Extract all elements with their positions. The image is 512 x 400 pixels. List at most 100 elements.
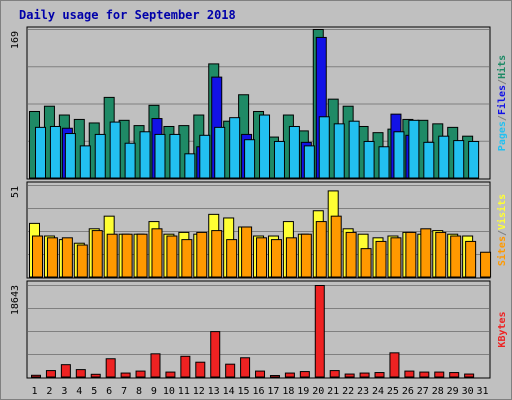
bar-pages-day-16 [259, 114, 271, 179]
x-tick-label-day-22: 22 [342, 386, 354, 397]
bar-sites-day-15 [241, 226, 253, 278]
bar-sites-day-13 [211, 230, 223, 278]
bar-sites-day-1 [32, 235, 43, 278]
bar-pages-day-26 [408, 119, 420, 179]
bar-pages-day-28 [438, 135, 450, 179]
x-tick-label-day-17: 17 [267, 386, 279, 397]
panel-kbytes [26, 280, 491, 379]
bar-kbytes-day-10 [165, 371, 176, 378]
x-tick-label-day-2: 2 [46, 386, 52, 397]
bar-sites-day-14 [226, 239, 238, 278]
x-tick-label-day-3: 3 [61, 386, 67, 397]
bar-sites-day-28 [435, 231, 447, 278]
bar-sites-day-26 [405, 231, 417, 278]
bar-kbytes-day-7 [120, 372, 131, 378]
bar-kbytes-day-29 [449, 372, 460, 378]
x-tick-label-day-26: 26 [402, 386, 414, 397]
bar-pages-day-17 [273, 140, 285, 179]
bar-pages-day-10 [169, 133, 181, 179]
chart-title: Daily usage for September 2018 [19, 8, 236, 22]
bar-pages-day-13 [214, 126, 226, 179]
bar-kbytes-day-9 [150, 353, 161, 378]
bar-kbytes-day-12 [195, 361, 206, 378]
legend-files: Files [496, 85, 508, 115]
bar-sites-day-25 [390, 237, 402, 278]
x-tick-label-day-6: 6 [106, 386, 112, 397]
x-tick-label-day-7: 7 [121, 386, 127, 397]
bar-sites-day-2 [46, 237, 58, 278]
bar-kbytes-day-30 [464, 373, 475, 378]
bar-pages-day-8 [139, 131, 151, 179]
legend-kbytes: KBytes [497, 311, 508, 347]
bar-sites-day-12 [196, 231, 208, 278]
bar-pages-day-4 [79, 145, 91, 179]
bar-pages-day-14 [229, 117, 241, 179]
bar-kbytes-day-14 [225, 363, 236, 378]
x-tick-label-day-16: 16 [252, 386, 264, 397]
x-tick-label-day-10: 10 [163, 386, 175, 397]
bar-pages-day-22 [348, 120, 360, 179]
bar-sites-day-29 [450, 235, 462, 278]
bar-pages-day-18 [288, 125, 300, 179]
bar-sites-day-11 [181, 239, 193, 278]
bar-kbytes-day-24 [374, 372, 385, 378]
bar-kbytes-day-15 [240, 357, 251, 378]
bar-pages-day-11 [184, 153, 196, 179]
bar-sites-day-6 [106, 233, 118, 278]
bar-sites-day-23 [360, 248, 372, 278]
bar-kbytes-day-4 [75, 369, 86, 378]
x-tick-label-day-24: 24 [372, 386, 384, 397]
x-tick-label-day-12: 12 [193, 386, 205, 397]
x-tick-label-day-29: 29 [447, 386, 459, 397]
x-tick-label-day-1: 1 [31, 386, 37, 397]
bar-kbytes-day-22 [344, 373, 355, 378]
bar-kbytes-day-2 [45, 370, 56, 378]
legend-hits: Hits [496, 55, 508, 79]
x-tick-label-day-11: 11 [178, 386, 190, 397]
y-max-label-sites-visits: 51 [10, 186, 21, 198]
bar-pages-day-29 [453, 140, 465, 179]
x-tick-label-day-27: 27 [417, 386, 429, 397]
bar-kbytes-day-17 [269, 375, 280, 378]
bar-kbytes-day-11 [180, 355, 191, 378]
x-tick-label-day-5: 5 [91, 386, 97, 397]
x-tick-label-day-19: 19 [297, 386, 309, 397]
bar-pages-day-2 [49, 125, 61, 179]
bar-pages-day-5 [94, 133, 106, 179]
bar-sites-day-10 [166, 235, 178, 278]
legend-sites-visits: Sites/Visits [496, 194, 508, 266]
bar-pages-day-25 [393, 131, 405, 179]
bar-kbytes-day-20 [314, 285, 325, 378]
bar-pages-day-15 [244, 139, 256, 179]
bar-pages-day-7 [124, 142, 136, 179]
bar-kbytes-day-21 [329, 370, 340, 378]
x-tick-label-day-28: 28 [432, 386, 444, 397]
bar-sites-day-7 [121, 233, 133, 278]
x-tick-label-day-8: 8 [136, 386, 142, 397]
bar-sites-day-18 [285, 237, 297, 278]
legend-separator: / [497, 115, 508, 121]
x-tick-label-day-9: 9 [151, 386, 157, 397]
bar-sites-day-17 [270, 239, 282, 278]
bar-pages-day-19 [303, 145, 315, 179]
bar-sites-day-19 [300, 233, 312, 278]
bar-kbytes-day-18 [284, 372, 295, 378]
x-tick-label-day-31: 31 [477, 386, 489, 397]
bar-sites-day-27 [420, 228, 432, 278]
legend-separator: / [497, 79, 508, 85]
bar-pages-day-24 [378, 146, 390, 179]
bar-kbytes-day-25 [389, 352, 400, 378]
bar-kbytes-day-3 [60, 364, 71, 378]
bar-kbytes-day-26 [404, 370, 415, 378]
legend-hits-files-pages: Pages/Files/Hits [496, 55, 508, 151]
bar-pages-day-27 [423, 141, 435, 179]
bar-kbytes-day-28 [434, 371, 445, 378]
legend-pages: Pages [497, 121, 508, 151]
bar-kbytes-day-19 [299, 371, 310, 378]
bar-pages-day-20 [318, 116, 330, 179]
bar-pages-day-6 [109, 121, 121, 179]
x-tick-label-day-13: 13 [208, 386, 220, 397]
legend-visits: Visits [496, 194, 508, 230]
bar-sites-day-3 [61, 237, 73, 278]
